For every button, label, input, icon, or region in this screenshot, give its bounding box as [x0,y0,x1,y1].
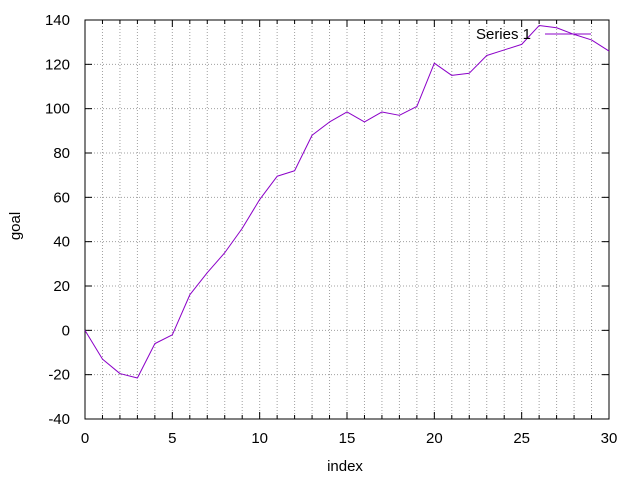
y-tick-label: 140 [45,12,70,29]
x-tick-label: 5 [168,430,176,447]
grid [85,20,609,419]
y-tick-label: 80 [53,145,70,162]
y-tick-label: 100 [45,101,70,118]
y-tick-labels: -40 -20 0 20 40 60 80 100 120 140 [45,12,70,428]
y-tick-label: 120 [45,56,70,73]
y-tick-label: 20 [53,278,70,295]
x-tick-label: 20 [426,430,443,447]
series-line-1 [84,25,610,379]
x-axis-label: index [327,458,363,475]
axis-ticks [84,19,610,420]
y-tick-label: 0 [62,322,70,339]
x-tick-label: 15 [339,430,356,447]
y-tick-label: -20 [48,367,70,384]
legend: Series 1 [476,26,591,43]
series-lines [84,25,610,379]
x-tick-label: 10 [251,430,268,447]
x-tick-label: 0 [81,430,89,447]
x-tick-labels: 0 5 10 15 20 25 30 [81,430,618,447]
x-tick-label: 25 [513,430,530,447]
y-tick-label: -40 [48,411,70,428]
y-tick-label: 60 [53,189,70,206]
y-tick-label: 40 [53,234,70,251]
legend-label-series-1: Series 1 [476,26,531,43]
x-tick-label: 30 [601,430,618,447]
y-axis-label: goal [7,212,24,240]
